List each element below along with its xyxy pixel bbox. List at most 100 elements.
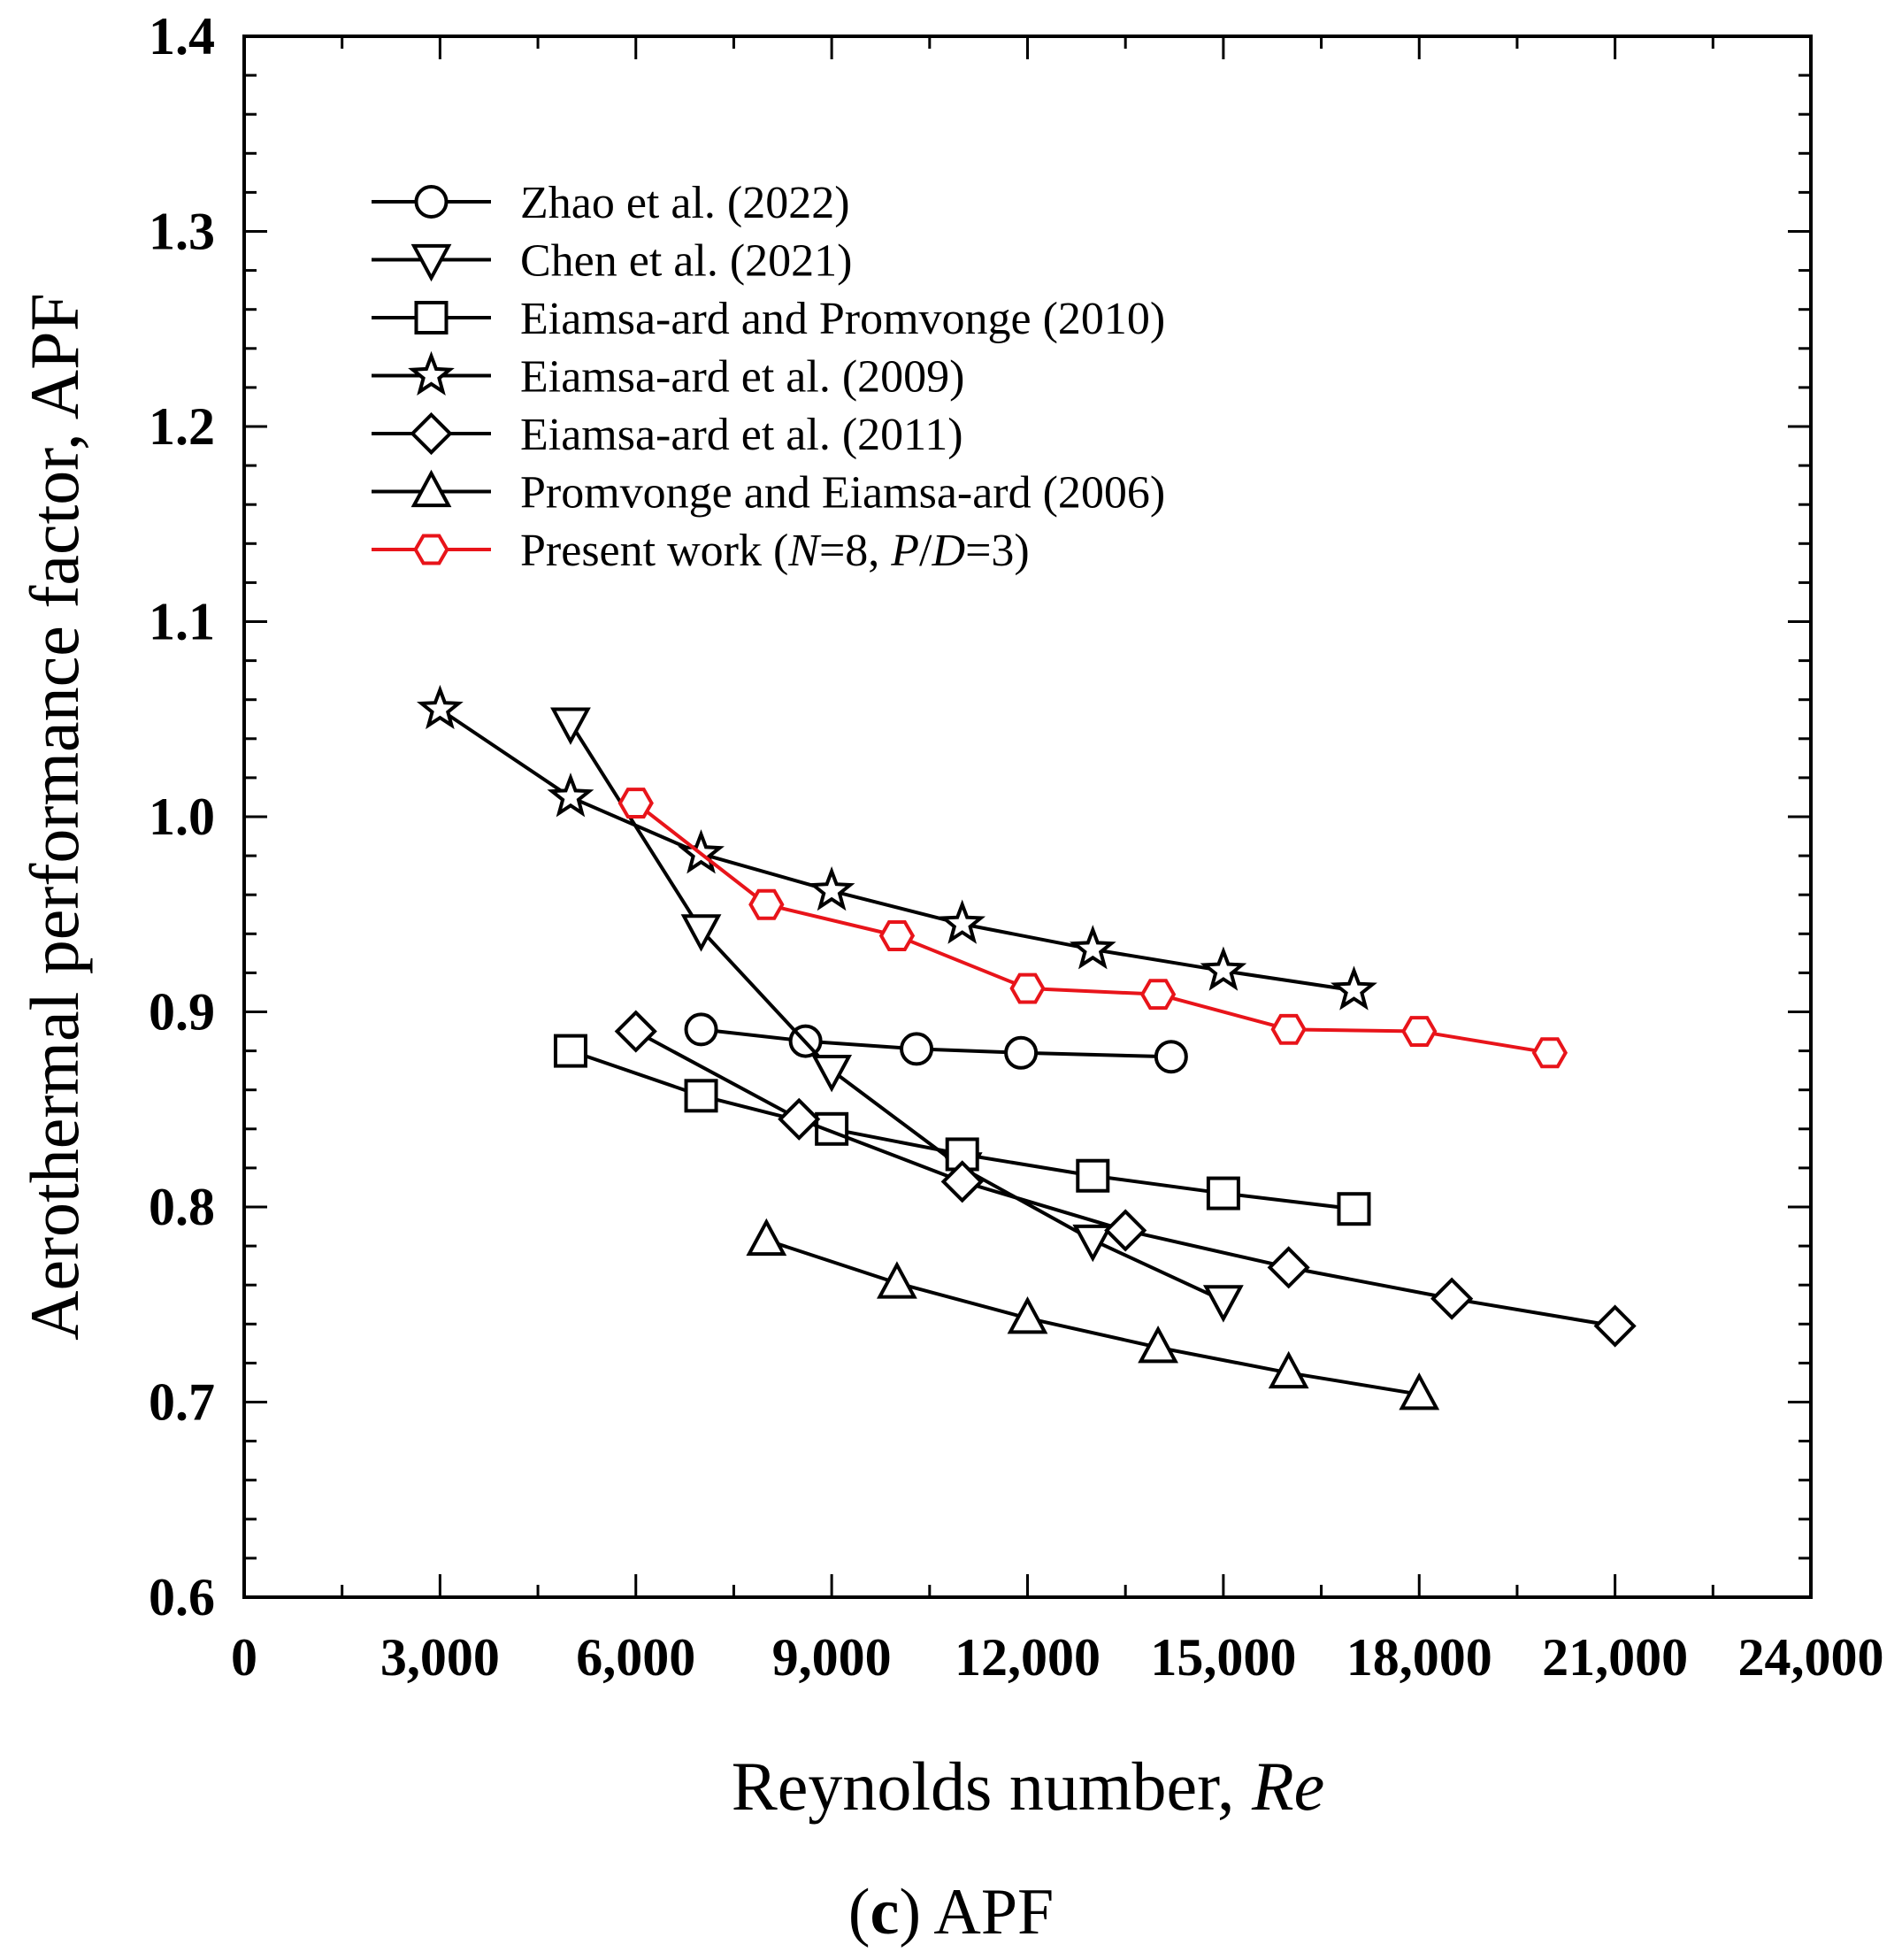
legend-item: Present work (N=8, P/D=3) — [372, 526, 1030, 576]
series-4 — [614, 1010, 1637, 1348]
x-tick-label: 6,000 — [576, 1628, 695, 1687]
star-marker — [547, 772, 594, 818]
caption-prefix: ( — [848, 1876, 870, 1948]
legend-label-part: =3) — [965, 526, 1030, 576]
series-line — [701, 1027, 1171, 1059]
square-marker — [414, 301, 449, 334]
triangle-up-marker — [1007, 1295, 1048, 1334]
series-5 — [746, 1218, 1440, 1410]
x-axis-title: Reynolds number, Re — [732, 1748, 1325, 1825]
hexagon-marker — [1139, 979, 1177, 1011]
y-tick-label: 1.4 — [149, 7, 215, 65]
series-line — [634, 801, 1551, 1055]
triangle-up-marker — [877, 1261, 917, 1299]
diamond-marker — [778, 1097, 821, 1141]
hexagon-marker — [748, 888, 785, 920]
x-tick-label: 15,000 — [1150, 1628, 1296, 1687]
x-tick-label: 24,000 — [1738, 1628, 1884, 1687]
y-tick-labels: 0.6 0.7 0.8 0.9 1.0 1.1 1.2 1.3 1.4 — [149, 7, 215, 1626]
circle-marker — [684, 1012, 718, 1047]
square-marker — [684, 1079, 718, 1113]
series-line — [569, 722, 1224, 1303]
legend-item: Zhao et al. (2022) — [372, 178, 850, 228]
x-tick-label: 3,000 — [380, 1628, 500, 1687]
star-marker — [939, 899, 986, 944]
x-tick-label: 9,000 — [772, 1628, 892, 1687]
hexagon-marker — [1270, 1013, 1307, 1045]
legend-label-part: N — [787, 526, 822, 576]
y-tick-label: 1.0 — [149, 788, 215, 846]
diamond-marker — [614, 1010, 657, 1053]
triangle-up-marker — [410, 469, 452, 508]
square-marker — [1076, 1158, 1110, 1193]
triangle-down-marker — [680, 914, 722, 952]
circle-marker — [414, 185, 449, 219]
circle-marker — [900, 1032, 934, 1066]
triangle-up-marker — [1268, 1350, 1309, 1389]
diamond-marker — [410, 411, 453, 456]
legend-item: Eiamsa-ard and Promvonge (2010) — [372, 294, 1165, 344]
y-tick-label: 0.9 — [149, 983, 215, 1041]
x-axis-title-italic: Re — [1251, 1748, 1324, 1825]
triangle-down-marker — [1072, 1224, 1114, 1263]
star-marker — [808, 866, 855, 911]
triangle-down-marker — [811, 1055, 853, 1093]
y-tick-label: 1.3 — [149, 203, 215, 261]
x-axis-title-text: Reynolds number, — [732, 1748, 1252, 1825]
square-marker — [1337, 1192, 1371, 1226]
legend-label: Present work (N=8, P/D=3) — [520, 526, 1030, 576]
y-tick-label: 1.1 — [149, 593, 215, 651]
x-tick-label: 18,000 — [1346, 1628, 1492, 1687]
hexagon-marker — [878, 920, 916, 951]
legend-label-part: =8, — [819, 526, 891, 576]
legend-label-part: Present work ( — [520, 526, 788, 576]
x-tick-labels: 0 3,000 6,000 9,000 12,000 15,000 18,000 21,000… — [231, 1628, 1884, 1687]
circle-marker — [1154, 1040, 1188, 1074]
legend-item: Chen et al. (2021) — [372, 236, 852, 287]
y-tick-label: 1.2 — [149, 397, 215, 456]
legend-label: Chen et al. (2021) — [520, 236, 852, 287]
diamond-marker — [1593, 1304, 1637, 1348]
diamond-marker — [940, 1160, 984, 1203]
caption-suffix: ) APF — [899, 1876, 1054, 1948]
x-tick-label: 21,000 — [1542, 1628, 1688, 1687]
legend-label-part: P — [890, 526, 919, 576]
star-marker — [1069, 925, 1116, 970]
legend-item: Eiamsa-ard et al. (2009) — [372, 350, 964, 403]
star-marker — [1330, 965, 1377, 1011]
hexagon-marker — [1531, 1037, 1568, 1069]
x-tick-label: 12,000 — [955, 1628, 1101, 1687]
legend-item: Eiamsa-ard et al. (2011) — [372, 410, 963, 460]
star-marker — [417, 684, 464, 730]
series-line — [765, 1238, 1420, 1396]
triangle-up-marker — [1138, 1326, 1178, 1364]
y-tick-label: 0.7 — [149, 1373, 215, 1432]
legend-label: Eiamsa-ard and Promvonge (2010) — [520, 294, 1165, 344]
series-6 — [617, 788, 1568, 1069]
legend-label: Eiamsa-ard et al. (2011) — [520, 410, 963, 460]
series-0 — [684, 1012, 1188, 1074]
star-marker — [1200, 946, 1247, 991]
series-line — [439, 708, 1354, 993]
triangle-down-marker — [550, 707, 591, 745]
legend-label-part: / — [919, 526, 932, 576]
hexagon-marker — [1009, 972, 1046, 1004]
triangle-down-marker — [1202, 1285, 1244, 1323]
legend-item: Promvonge and Eiamsa-ard (2006) — [372, 468, 1165, 519]
triangle-down-marker — [410, 243, 452, 282]
hexagon-marker — [413, 534, 449, 565]
plot-frame — [242, 35, 1813, 1599]
caption: (c) APF — [848, 1876, 1054, 1948]
square-marker — [1206, 1176, 1240, 1211]
legend-label: Zhao et al. (2022) — [520, 178, 850, 228]
hexagon-marker — [617, 788, 654, 819]
square-marker — [553, 1034, 587, 1068]
legend-label: Promvonge and Eiamsa-ard (2006) — [520, 468, 1165, 519]
circle-marker — [1004, 1035, 1039, 1070]
triangle-up-marker — [1399, 1372, 1440, 1410]
star-marker — [408, 350, 455, 396]
y-tick-label: 0.8 — [149, 1178, 215, 1236]
y-tick-label: 0.6 — [149, 1568, 215, 1626]
caption-letter: c — [870, 1876, 899, 1948]
